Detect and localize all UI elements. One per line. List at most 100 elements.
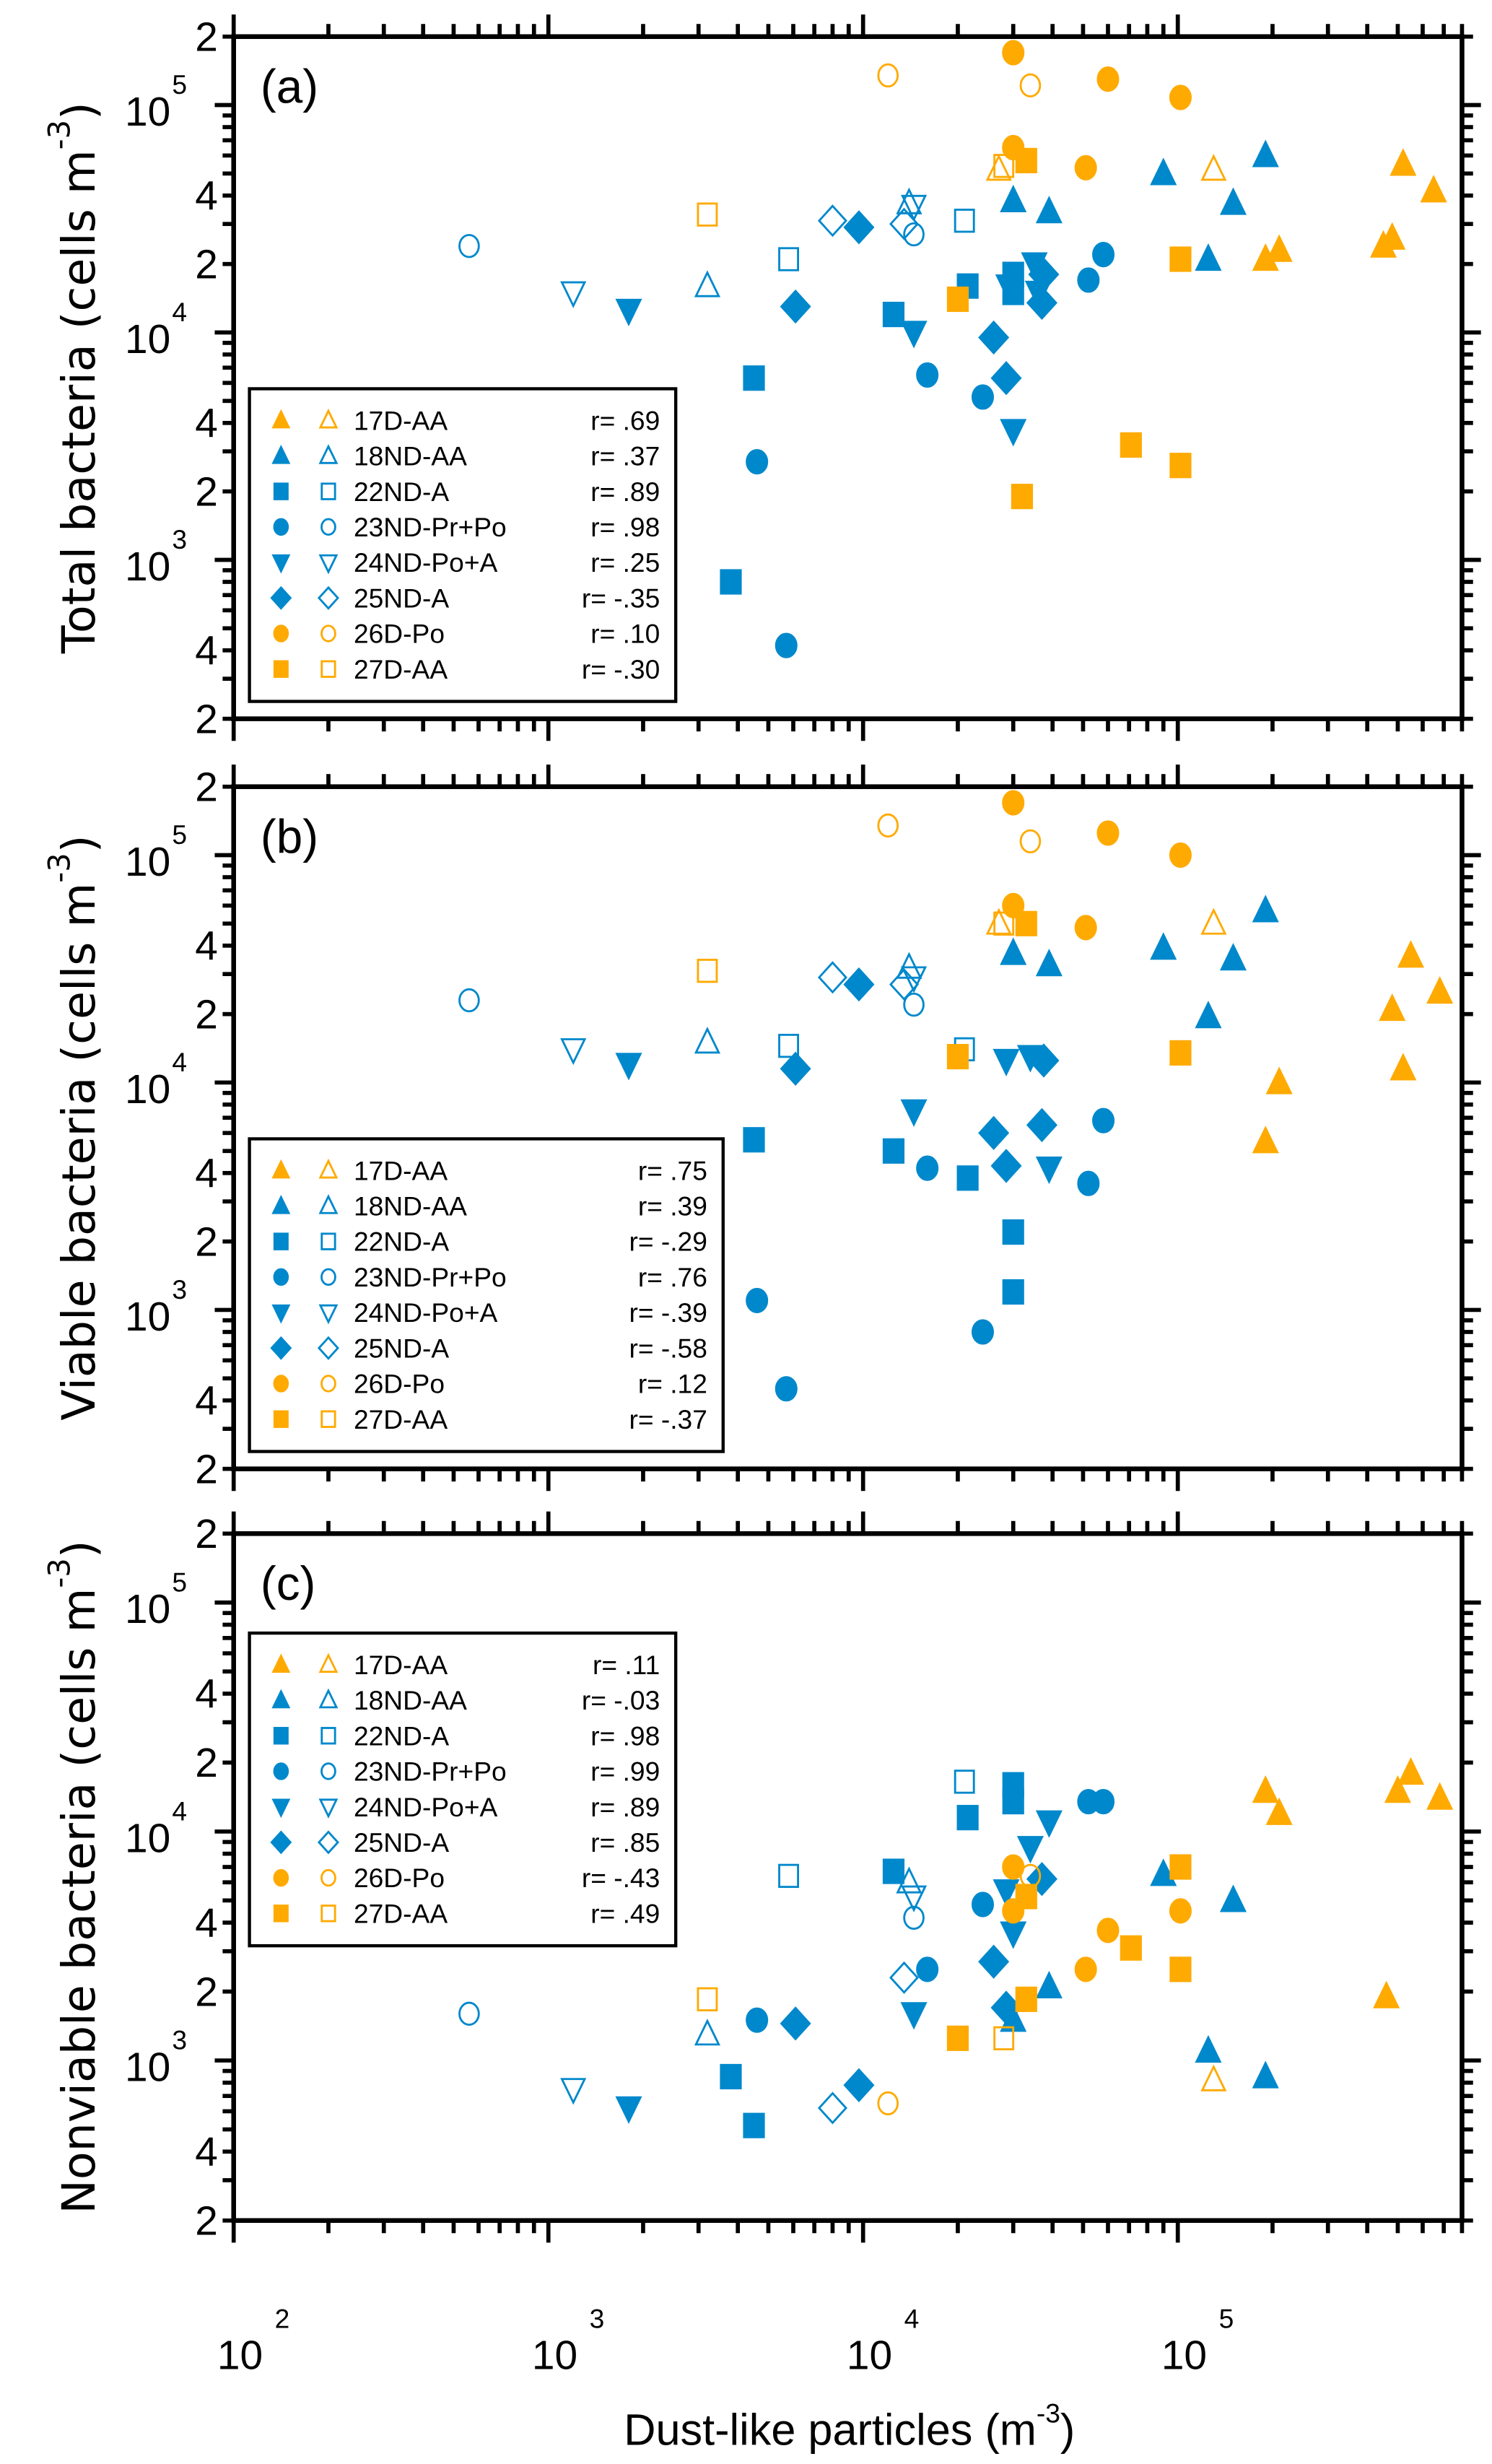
point-17D-AA-filled: [1252, 1126, 1279, 1154]
point-25ND-A-filled: [780, 1051, 811, 1087]
point-23ND-Pr+Po-filled: [1092, 1107, 1115, 1133]
legend-marker-open: [320, 1727, 336, 1745]
legend-marker-open: [318, 1158, 339, 1179]
legend-marker-filled: [271, 444, 291, 464]
legend-box: [248, 1137, 725, 1453]
point-23ND-Pr+Po-open: [903, 222, 925, 247]
y-axis-title: Viable bacteria (cells m-3): [41, 835, 105, 1421]
legend-marker-filled: [271, 1653, 291, 1673]
legend-label: 18ND-AA: [354, 1685, 467, 1715]
legend-marker-open: [320, 1904, 336, 1923]
y-tick-label: 10: [125, 90, 170, 135]
point-27D-AA-filled: [1015, 1986, 1037, 2012]
y-tick-label: 10: [125, 317, 170, 362]
legend-entry: 18ND-AA r= -.03: [271, 1685, 660, 1715]
y-tick-exponent: 3: [172, 524, 187, 554]
point-23ND-Pr+Po-open: [458, 988, 480, 1013]
point-23ND-Pr+Po-filled: [1092, 1788, 1115, 1815]
legend-label: 27D-AA: [354, 1404, 448, 1435]
point-18ND-AA-filled: [1252, 2060, 1279, 2089]
point-22ND-A-filled: [882, 1858, 905, 1884]
point-18ND-AA-filled: [1219, 187, 1247, 215]
point-18ND-AA-filled: [1000, 184, 1027, 213]
point-22ND-A-filled: [743, 2112, 765, 2138]
point-27D-AA-open: [993, 911, 1015, 936]
legend-r-value: r= -.29: [629, 1227, 707, 1257]
legend-marker-open: [318, 554, 339, 575]
point-23ND-Pr+Po-filled: [971, 1891, 994, 1917]
legend-r-value: r= -.37: [629, 1404, 707, 1435]
data-points: [458, 1756, 1454, 2138]
point-18ND-AA-filled: [1000, 937, 1027, 965]
point-25ND-A-filled: [978, 1944, 1010, 1979]
point-24ND-Po+A-filled: [1000, 419, 1027, 447]
legend-r-value: r= .98: [590, 1720, 660, 1751]
legend-label: 24ND-Po+A: [354, 1792, 498, 1822]
x-axis-labels: Dust-like particles (m-3) 10 2 10 3 10 4 10 5: [217, 2303, 1234, 2454]
point-24ND-Po+A-open: [560, 281, 587, 308]
point-22ND-A-filled: [743, 365, 765, 391]
legend-entry: 22ND-A r= -.29: [273, 1227, 707, 1257]
y-tick-label: 10: [125, 544, 170, 590]
x-tick-label: 10: [1161, 2333, 1207, 2378]
x-tick-label: 10: [217, 2333, 263, 2378]
legend-marker-filled: [273, 624, 289, 643]
legend-marker-filled: [271, 1194, 291, 1214]
legend-marker-open: [317, 1830, 340, 1855]
legend-r-value: r= .37: [590, 441, 660, 471]
point-23ND-Pr+Po-filled: [1092, 242, 1115, 268]
point-25ND-A-filled: [1026, 1107, 1057, 1143]
legend-marker-filled: [273, 1904, 289, 1923]
y-tick-label: 2: [195, 1741, 218, 1786]
y-tick-exponent: 4: [172, 297, 187, 327]
point-17D-AA-open: [1200, 2064, 1227, 2091]
point-23ND-Pr+Po-open: [903, 1905, 925, 1930]
point-25ND-A-filled: [843, 2068, 875, 2102]
y-tick-exponent: 3: [172, 2025, 187, 2055]
legend-entry: 23ND-Pr+Po r= .98: [273, 512, 660, 542]
point-25ND-A-filled: [990, 1149, 1022, 1183]
y-tick-label: 4: [195, 2130, 218, 2175]
y-tick-label: 2: [195, 1219, 218, 1265]
point-27D-AA-filled: [1011, 484, 1034, 510]
point-25ND-A-filled: [843, 967, 875, 1002]
y-tick-label: 2: [195, 697, 218, 742]
point-24ND-Po+A-open: [900, 194, 928, 222]
x-tick-label: 10: [847, 2333, 892, 2378]
point-17D-AA-open: [1200, 907, 1227, 935]
y-axis-title: Total bacteria (cells m-3): [41, 102, 105, 654]
point-18ND-AA-filled: [1150, 932, 1177, 960]
x-tick-label: 10: [532, 2333, 577, 2378]
point-27D-AA-filled: [1120, 432, 1142, 458]
point-25ND-A-filled: [1028, 1043, 1060, 1078]
legend: 17D-AA r= .69 18ND-AA r= .37 22ND-A r= .89 23N…: [248, 387, 678, 703]
y-tick-label: 4: [195, 1151, 218, 1196]
point-18ND-AA-filled: [1035, 196, 1063, 224]
legend-label: 17D-AA: [354, 405, 448, 435]
point-24ND-Po+A-filled: [615, 298, 642, 327]
point-27D-AA-filled: [1169, 1040, 1192, 1066]
legend-marker-filled: [271, 1159, 291, 1179]
point-18ND-AA-filled: [1219, 1884, 1247, 1912]
point-22ND-A-filled: [882, 301, 905, 328]
point-22ND-A-filled: [743, 1127, 765, 1153]
legend-marker-filled: [270, 1830, 292, 1855]
legend-marker-open: [320, 518, 336, 536]
point-17D-AA-filled: [1379, 222, 1406, 250]
legend-marker-open: [317, 585, 340, 610]
point-27D-AA-filled: [946, 1043, 969, 1070]
legend-r-value: r= .69: [590, 405, 660, 435]
point-26D-Po-filled: [1096, 1917, 1120, 1943]
point-17D-AA-filled: [1390, 148, 1417, 176]
legend-label: 27D-AA: [354, 1898, 448, 1928]
point-25ND-A-filled: [990, 361, 1022, 396]
point-17D-AA-open: [985, 154, 1012, 181]
point-18ND-AA-filled: [1195, 2034, 1222, 2063]
point-18ND-AA-open: [694, 270, 721, 297]
legend-marker-open: [318, 444, 339, 464]
y-tick-label: 10: [125, 2045, 170, 2091]
y-tick-label: 2: [195, 1447, 218, 1492]
point-24ND-Po+A-filled: [1016, 1836, 1044, 1864]
